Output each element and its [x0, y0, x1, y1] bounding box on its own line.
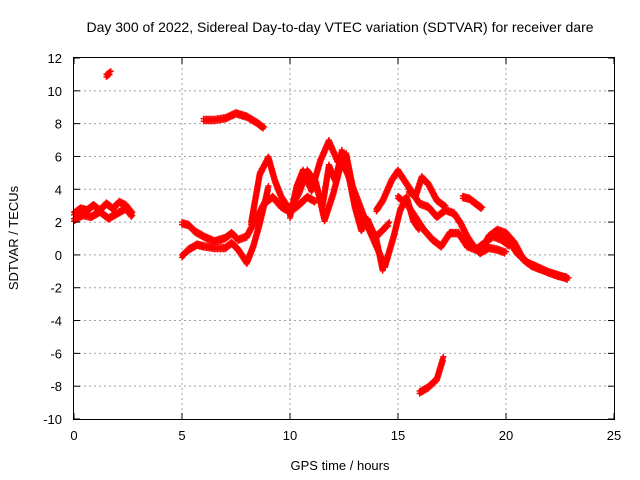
data-point	[261, 123, 268, 130]
y-tick-label: 0	[55, 248, 62, 263]
data-point	[129, 212, 136, 219]
y-tick-label: 2	[55, 215, 62, 230]
x-tick-label: 25	[607, 428, 621, 443]
data-point	[265, 182, 272, 189]
plot-frame	[73, 57, 615, 420]
data-point	[379, 266, 386, 273]
y-tick-label: 6	[55, 149, 62, 164]
y-tick-label: 10	[48, 84, 62, 99]
x-tick-label: 0	[70, 428, 77, 443]
chart-title: Day 300 of 2022, Sidereal Day-to-day VTE…	[86, 19, 593, 35]
x-tick-label: 15	[391, 428, 405, 443]
data-point	[386, 219, 393, 226]
data-point	[385, 222, 392, 229]
data-point	[106, 71, 113, 78]
data-point	[503, 248, 509, 255]
x-tick-label: 20	[499, 428, 513, 443]
x-tick-label: 10	[283, 428, 297, 443]
grid	[74, 58, 614, 419]
y-tick-label: 4	[55, 182, 62, 197]
y-tick-label: -4	[50, 314, 62, 329]
data-point	[107, 68, 114, 75]
y-tick-label: 8	[55, 117, 62, 132]
data-point	[442, 202, 449, 209]
data-series-layer	[71, 68, 572, 397]
y-tick-label: 12	[48, 51, 62, 66]
y-tick-label: -10	[43, 412, 62, 427]
x-axis-label: GPS time / hours	[291, 458, 390, 473]
y-axis-label: SDTVAR / TECUs	[6, 185, 21, 290]
y-tick-label: -2	[50, 281, 62, 296]
y-tick-label: -8	[50, 379, 62, 394]
axis-ticks: 0 5 10 15 20 25 -10 -8 -6 -4 -2 0 2 4 6 8 10 12	[43, 51, 621, 443]
y-tick-label: -6	[50, 346, 62, 361]
x-tick-label: 5	[178, 428, 185, 443]
data-point	[105, 72, 112, 79]
data-point	[384, 223, 391, 230]
